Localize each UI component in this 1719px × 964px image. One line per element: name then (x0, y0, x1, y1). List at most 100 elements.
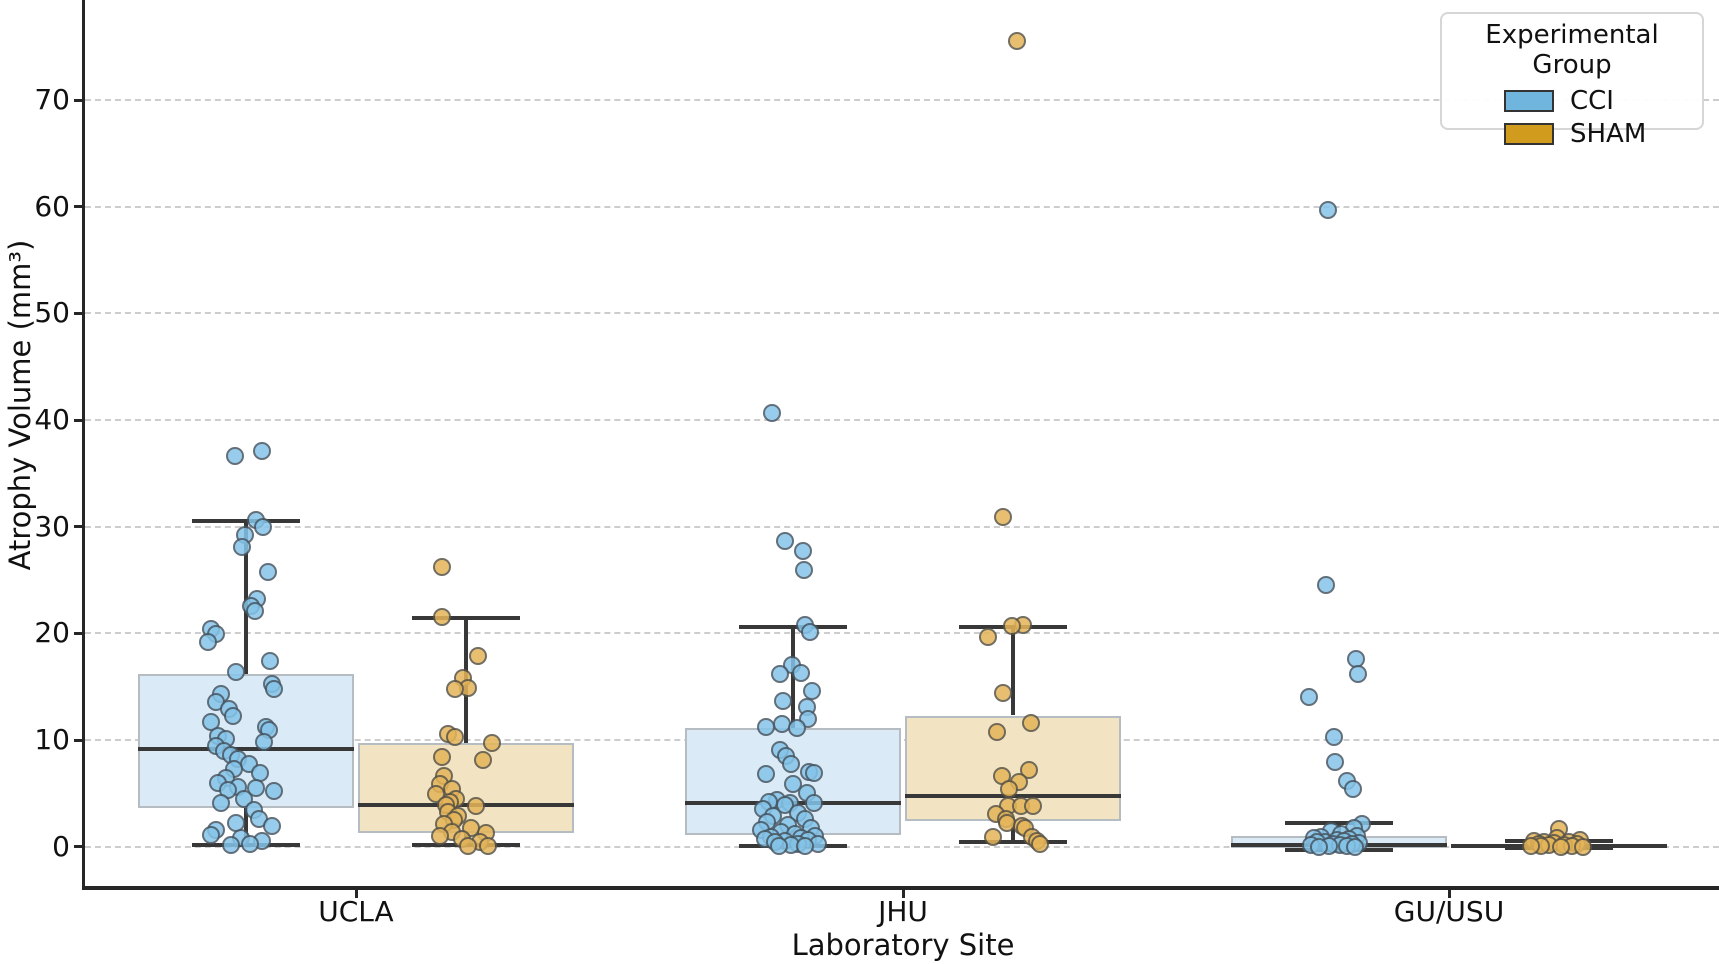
left-spine (82, 0, 85, 887)
data-point-UCLA-CCI (254, 517, 272, 536)
data-point-UCLA-CCI (241, 834, 259, 853)
data-point-UCLA-CCI (202, 825, 220, 844)
cap-upper-UCLA-SHAM (412, 616, 520, 621)
data-point-JHU-CCI (774, 691, 792, 710)
data-point-UCLA-SHAM (446, 679, 464, 698)
data-point-UCLA-SHAM (433, 608, 451, 627)
data-point-UCLA-SHAM (433, 748, 451, 767)
data-point-UCLA-SHAM (467, 797, 485, 816)
data-point-JHU-SHAM (1022, 713, 1040, 732)
data-point-JHU-CCI (805, 793, 823, 812)
y-tick-label-20: 20 (34, 616, 70, 650)
data-point-JHU-CCI (805, 764, 823, 783)
data-point-JHU-CCI (771, 664, 789, 683)
whisker-lower-UCLA-CCI (244, 808, 248, 846)
gridline-y40 (85, 419, 1719, 422)
data-point-JHU-SHAM (1008, 32, 1026, 51)
data-point-GU/USU-SHAM (1522, 836, 1540, 855)
data-point-JHU-CCI (757, 718, 775, 737)
cap-lower-JHU-SHAM (959, 840, 1067, 845)
gridline-y70 (85, 99, 1719, 102)
y-tick-60 (74, 205, 85, 209)
y-tick-10 (74, 738, 85, 742)
data-point-JHU-CCI (782, 754, 800, 773)
data-point-JHU-SHAM (1003, 616, 1021, 635)
data-point-GU/USU-CCI (1317, 576, 1335, 595)
y-tick-label-0: 0 (52, 829, 70, 863)
data-point-JHU-SHAM (994, 684, 1012, 703)
x-tick-label-2: GU/USU (1393, 895, 1505, 928)
cap-upper-GU/USU-CCI (1285, 820, 1393, 825)
data-point-UCLA-SHAM (483, 734, 501, 753)
x-axis-label: Laboratory Site (791, 928, 1015, 962)
data-point-UCLA-CCI (247, 779, 265, 798)
gridline-y30 (85, 525, 1719, 528)
data-point-JHU-CCI (770, 836, 788, 855)
data-point-UCLA-CCI (224, 706, 242, 725)
data-point-JHU-SHAM (984, 828, 1002, 847)
y-tick-label-50: 50 (34, 296, 70, 330)
data-point-UCLA-CCI (265, 782, 283, 801)
data-point-JHU-SHAM (994, 508, 1012, 527)
data-point-UCLA-CCI (263, 817, 281, 836)
data-point-UCLA-CCI (253, 441, 271, 460)
gridline-y0 (85, 845, 1719, 848)
data-point-UCLA-CCI (265, 679, 283, 698)
data-point-JHU-CCI (795, 561, 813, 580)
y-tick-50 (74, 311, 85, 315)
gridline-y60 (85, 205, 1719, 208)
cap-upper-UCLA-CCI (192, 519, 300, 524)
data-point-GU/USU-CCI (1344, 780, 1362, 799)
data-point-GU/USU-CCI (1346, 837, 1364, 856)
y-tick-label-60: 60 (34, 189, 70, 223)
y-tick-label-30: 30 (34, 509, 70, 543)
data-point-UCLA-SHAM (474, 751, 492, 770)
legend-row-cci: CCI (1442, 84, 1702, 117)
y-tick-0 (74, 845, 85, 849)
data-point-UCLA-CCI (233, 537, 251, 556)
y-tick-label-40: 40 (34, 403, 70, 437)
median-UCLA-CCI (138, 746, 354, 751)
x-tick-2 (1447, 887, 1451, 898)
data-point-UCLA-CCI (261, 652, 279, 671)
data-point-JHU-CCI (784, 774, 802, 793)
sham-color-swatch (1504, 122, 1554, 145)
gridline-y10 (85, 739, 1719, 742)
data-point-JHU-CCI (757, 765, 775, 784)
data-point-JHU-CCI (792, 663, 810, 682)
data-point-JHU-CCI (776, 531, 794, 550)
data-point-JHU-SHAM (1031, 834, 1049, 853)
y-tick-40 (74, 418, 85, 422)
data-point-UCLA-CCI (212, 793, 230, 812)
gridline-y50 (85, 312, 1719, 315)
cci-color-swatch (1504, 89, 1554, 112)
cap-upper-JHU-CCI (739, 624, 847, 629)
x-tick-1 (901, 887, 905, 898)
legend-label-cci: CCI (1570, 85, 1614, 116)
data-point-UCLA-SHAM (459, 836, 477, 855)
x-tick-0 (354, 887, 358, 898)
data-point-GU/USU-SHAM (1552, 837, 1570, 856)
bottom-spine (82, 886, 1719, 890)
data-point-JHU-CCI (794, 542, 812, 561)
data-point-JHU-CCI (801, 623, 819, 642)
y-tick-label-70: 70 (34, 83, 70, 117)
data-point-JHU-SHAM (979, 627, 997, 646)
data-point-JHU-CCI (796, 836, 814, 855)
median-UCLA-SHAM (358, 803, 574, 808)
data-point-UCLA-CCI (226, 447, 244, 466)
data-point-JHU-SHAM (1024, 797, 1042, 816)
data-point-GU/USU-CCI (1310, 837, 1328, 856)
data-point-GU/USU-CCI (1300, 688, 1318, 707)
data-point-UCLA-CCI (227, 662, 245, 681)
y-tick-30 (74, 525, 85, 529)
y-tick-20 (74, 631, 85, 635)
data-point-UCLA-CCI (199, 632, 217, 651)
legend-label-sham: SHAM (1570, 118, 1647, 149)
x-tick-label-0: UCLA (318, 895, 394, 928)
data-point-UCLA-SHAM (433, 558, 451, 577)
data-point-GU/USU-CCI (1325, 727, 1343, 746)
data-point-GU/USU-CCI (1326, 753, 1344, 772)
data-point-UCLA-CCI (222, 835, 240, 854)
data-point-UCLA-SHAM (479, 836, 497, 855)
